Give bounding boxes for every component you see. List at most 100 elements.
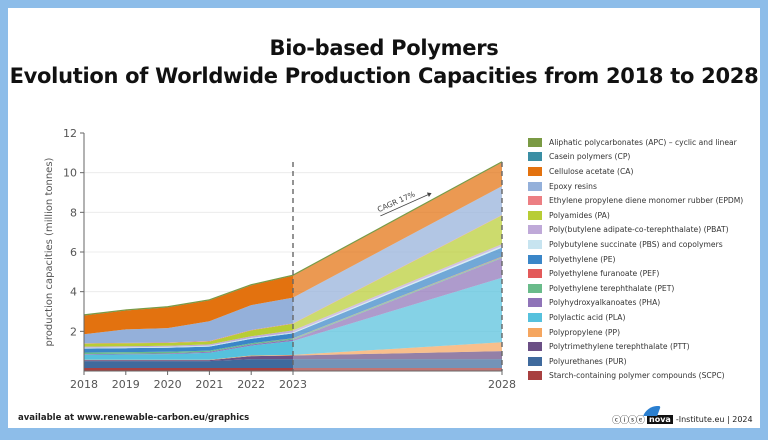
y-tick-label: 10: [63, 167, 77, 180]
legend-item: Epoxy resins: [528, 179, 763, 194]
legend: Aliphatic polycarbonates (APC) – cyclic …: [528, 135, 763, 383]
legend-label: Polyethylene furanoate (PEF): [549, 269, 660, 279]
y-tick-label: 12: [63, 127, 77, 140]
legend-swatch: [528, 356, 542, 366]
legend-label: Polyurethanes (PUR): [549, 356, 627, 366]
legend-item: Ethylene propylene diene monomer rubber …: [528, 193, 763, 208]
x-tick-label: 2021: [195, 378, 223, 391]
chart-subtitle: Evolution of Worldwide Production Capaci…: [9, 64, 759, 88]
legend-label: Polylactic acid (PLA): [549, 312, 626, 322]
legend-swatch: [528, 312, 542, 322]
area-series-historical: [84, 354, 293, 361]
legend-item: Casein polymers (CP): [528, 150, 763, 165]
area-series-historical: [84, 341, 293, 360]
legend-label: Poly(butylene adipate-co-terephthalate) …: [549, 225, 729, 235]
y-tick-label: 4: [70, 286, 77, 299]
legend-label: Polyethylene (PE): [549, 254, 616, 264]
x-tick-label: 2028: [488, 378, 516, 391]
legend-item: Polyurethanes (PUR): [528, 354, 763, 369]
area-series-forecast: [293, 256, 502, 339]
legend-label: Polyethylene terephthalate (PET): [549, 283, 675, 293]
area-series-historical: [84, 368, 293, 371]
legend-swatch: [528, 254, 542, 264]
cagr-label: CAGR 17%: [376, 189, 416, 214]
area-series-historical: [84, 275, 293, 335]
area-series-forecast: [293, 247, 502, 339]
legend-item: Aliphatic polycarbonates (APC) – cyclic …: [528, 135, 763, 150]
legend-item: Polyethylene furanoate (PEF): [528, 266, 763, 281]
legend-swatch: [528, 137, 542, 147]
legend-item: Polyhydroxyalkanoates (PHA): [528, 296, 763, 311]
y-tick-label: 6: [70, 246, 77, 259]
x-tick-label: 2022: [237, 378, 265, 391]
legend-item: Polyethylene (PE): [528, 252, 763, 267]
area-series-historical: [84, 323, 293, 347]
x-tick-label: 2018: [70, 378, 98, 391]
cagr-arrow-icon: [380, 194, 429, 217]
area-series-forecast: [293, 277, 502, 355]
area-series-forecast: [293, 246, 502, 334]
area-series-historical: [84, 338, 293, 355]
legend-item: Poly(butylene adipate-co-terephthalate) …: [528, 223, 763, 238]
legend-item: Starch-containing polymer compounds (SCP…: [528, 369, 763, 384]
legend-label: Polybutylene succinate (PBS) and copolym…: [549, 239, 723, 249]
legend-item: Polyethylene terephthalate (PET): [528, 281, 763, 296]
legend-swatch: [528, 181, 542, 191]
legend-swatch: [528, 342, 542, 352]
area-series-forecast: [293, 162, 502, 298]
legend-swatch: [528, 371, 542, 381]
y-axis-label: production capacities (million tonnes): [44, 157, 55, 346]
legend-item: Polytrimethylene terephthalate (PTT): [528, 339, 763, 354]
legend-swatch: [528, 327, 542, 337]
legend-swatch: [528, 196, 542, 206]
legend-swatch: [528, 166, 542, 176]
cagr-arrowhead-icon: [426, 192, 432, 198]
x-tick-label: 2019: [112, 378, 140, 391]
legend-item: Polyamides (PA): [528, 208, 763, 223]
legend-label: Ethylene propylene diene monomer rubber …: [549, 196, 744, 206]
legend-swatch: [528, 298, 542, 308]
area-series-forecast: [293, 368, 502, 371]
area-series-historical: [84, 359, 293, 369]
legend-label: Cellulose acetate (CA): [549, 166, 634, 176]
legend-label: Starch-containing polymer compounds (SCP…: [549, 371, 725, 381]
area-series-forecast: [293, 257, 502, 342]
x-tick-label: 2023: [279, 378, 307, 391]
chart-title: Bio-based Polymers: [269, 36, 499, 60]
legend-label: Aliphatic polycarbonates (APC) – cyclic …: [549, 137, 737, 147]
legend-label: Epoxy resins: [549, 181, 597, 191]
legend-swatch: [528, 152, 542, 162]
legend-swatch: [528, 239, 542, 249]
legend-swatch: [528, 225, 542, 235]
area-series-forecast: [293, 215, 502, 331]
legend-label: Polytrimethylene terephthalate (PTT): [549, 342, 690, 352]
area-series-forecast: [293, 244, 502, 333]
creative-commons-icon: ⓒⓘⓢⓔ: [612, 416, 645, 426]
area-series-forecast: [293, 351, 502, 360]
legend-label: Casein polymers (CP): [549, 152, 631, 162]
legend-item: Polypropylene (PP): [528, 325, 763, 340]
legend-item: Cellulose acetate (CA): [528, 164, 763, 179]
source-link[interactable]: available at www.renewable-carbon.eu/gra…: [18, 413, 250, 423]
legend-swatch: [528, 283, 542, 293]
area-series-forecast: [293, 359, 502, 369]
legend-label: Polyhydroxyalkanoates (PHA): [549, 298, 661, 308]
legend-item: Polybutylene succinate (PBS) and copolym…: [528, 237, 763, 252]
area-series-forecast: [293, 214, 502, 324]
nova-logo: nova: [647, 415, 673, 424]
credit-text: -Institute.eu | 2024: [675, 415, 753, 424]
legend-label: Polyamides (PA): [549, 210, 610, 220]
area-series-historical: [84, 297, 293, 344]
area-series-historical: [84, 333, 293, 353]
area-series-forecast: [293, 186, 502, 324]
legend-swatch: [528, 210, 542, 220]
area-series-historical: [84, 355, 293, 362]
legend-label: Polypropylene (PP): [549, 327, 621, 337]
legend-item: Polylactic acid (PLA): [528, 310, 763, 325]
area-series-forecast: [293, 342, 502, 356]
credit: ⓒⓘⓢⓔ nova -Institute.eu | 2024: [612, 413, 753, 426]
x-tick-label: 2020: [154, 378, 182, 391]
total-outline: [83, 161, 503, 316]
area-series-forecast: [293, 256, 502, 340]
